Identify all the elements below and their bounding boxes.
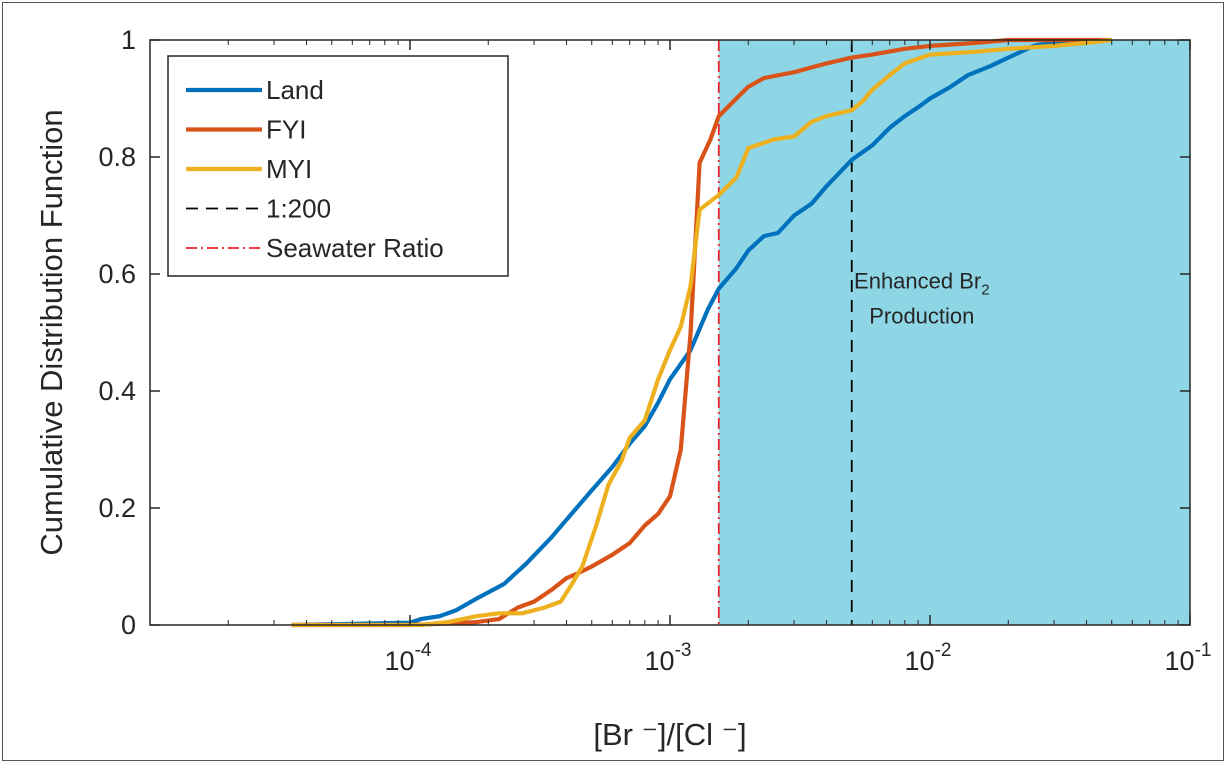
- legend-label-4: Seawater Ratio: [266, 233, 444, 263]
- annotation-line-1: Enhanced Br2: [854, 269, 990, 299]
- legend-label-3: 1:200: [266, 194, 331, 224]
- x-axis: 10-4 10-3 10-2 10-1: [227, 40, 1212, 676]
- x-axis-title: [Br ⁻]/[Cl ⁻]: [593, 717, 746, 752]
- y-axis: 0 0.2 0.4 0.6 0.8 1: [98, 25, 1190, 640]
- legend-label-2: MYI: [266, 154, 312, 184]
- y-tick-label-4: 0.8: [98, 142, 136, 172]
- y-axis-title: Cumulative Distribution Function: [34, 109, 69, 555]
- series-line-land: [291, 37, 1112, 628]
- series-line-myi: [291, 37, 1112, 628]
- legend: Land FYI MYI 1:200 Seawater Ratio: [167, 55, 509, 277]
- y-tick-label-0: 0: [121, 610, 136, 640]
- annotation-line-2: Production: [869, 304, 974, 329]
- x-tick-label-3: 10-1: [1165, 640, 1212, 676]
- series-line-fyi: [291, 37, 1112, 628]
- y-tick-label-1: 0.2: [98, 493, 136, 523]
- y-tick-label-2: 0.4: [98, 376, 136, 406]
- x-tick-label-2: 10-2: [905, 640, 952, 676]
- plot-area: Enhanced Br2 Production: [149, 37, 1191, 628]
- enhanced-production-region: [718, 40, 1190, 625]
- x-tick-label-0: 10-4: [385, 640, 432, 676]
- legend-label-1: FYI: [266, 115, 306, 145]
- x-tick-label-1: 10-3: [645, 640, 692, 676]
- y-tick-label-3: 0.6: [98, 259, 136, 289]
- legend-box: [167, 55, 509, 277]
- legend-label-0: Land: [266, 75, 324, 105]
- y-tick-label-5: 1: [121, 25, 136, 55]
